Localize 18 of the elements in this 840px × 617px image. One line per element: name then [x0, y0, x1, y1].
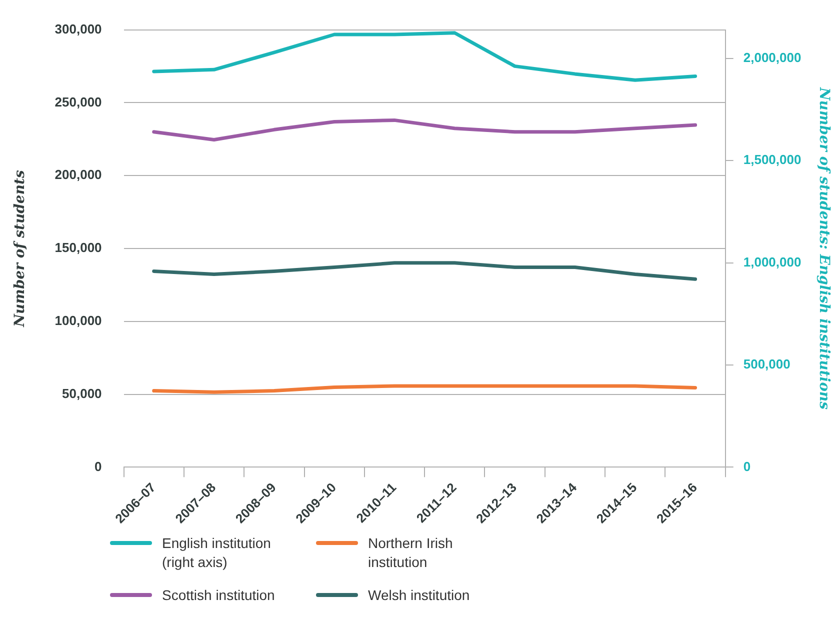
y-tick-label: 250,000	[54, 94, 102, 110]
y2-axis-title: Number of students: English institutions	[816, 86, 832, 410]
y2-tick-label: 2,000,000	[743, 50, 802, 65]
y-tick-label: 0	[94, 458, 102, 474]
y-tick-label: 50,000	[62, 386, 102, 401]
y2-tick-label: 500,000	[743, 356, 790, 372]
legend-label: Scottish institution	[162, 586, 276, 605]
y2-tick-label: 1,000,000	[743, 254, 802, 270]
y-tick-label: 150,000	[54, 240, 102, 256]
legend-label: Northern Irish institution	[368, 534, 454, 572]
y-axis-title: Number of students	[12, 170, 28, 328]
y2-tick-label: 0	[743, 458, 751, 474]
y-tick-label: 100,000	[54, 312, 102, 328]
y-tick-label: 200,000	[54, 167, 102, 182]
y2-tick-label: 1,500,000	[743, 152, 802, 168]
legend-label: English institution (right axis)	[162, 534, 272, 572]
legend-label: Welsh institution	[368, 586, 471, 605]
y-tick-label: 300,000	[54, 21, 102, 36]
